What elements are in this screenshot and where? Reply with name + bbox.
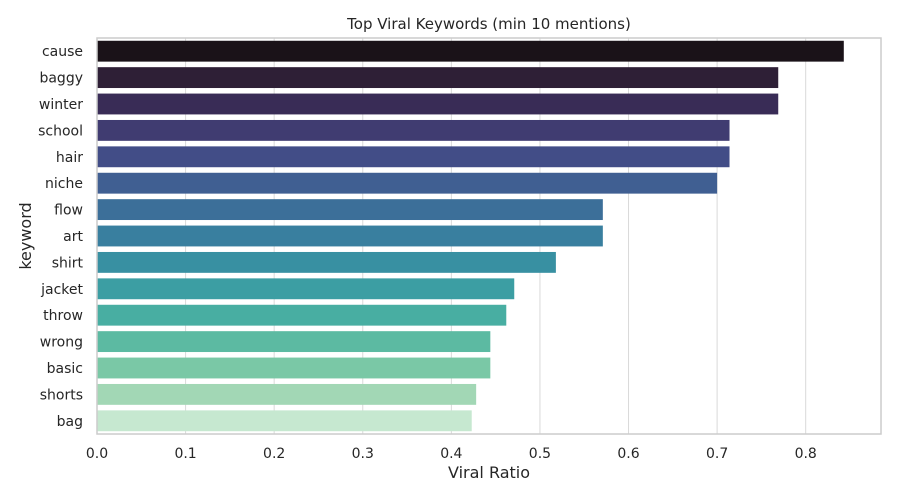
x-tick-label: 0.6 [617,446,639,462]
y-tick-label: bag [57,414,83,430]
bar-flow [97,199,603,221]
y-tick-label: throw [43,308,83,324]
x-tick-label: 0.7 [706,446,728,462]
bar-wrong [97,331,491,353]
x-tick-label: 0.8 [795,446,817,462]
bar-throw [97,304,507,326]
x-tick-label: 0.5 [529,446,551,462]
y-tick-label: cause [42,44,83,60]
x-tick-label: 0.0 [86,446,108,462]
bars [97,40,844,432]
bar-hair [97,146,730,168]
x-tick-label: 0.2 [263,446,285,462]
bar-niche [97,172,718,194]
chart-title: Top Viral Keywords (min 10 mentions) [346,15,631,33]
bar-school [97,119,730,141]
y-tick-label: hair [56,150,83,166]
y-axis-title: keyword [16,202,35,269]
bar-shorts [97,383,477,405]
y-tick-label: shirt [52,255,84,271]
y-tick-label: shorts [40,387,83,403]
plot-frame [96,37,882,435]
bar-bag [97,410,472,432]
y-tick-label: niche [45,176,83,192]
y-tick-label: basic [47,361,83,377]
x-axis-title: Viral Ratio [448,463,530,482]
y-tick-labels: cause baggy winter school hair niche flow art sh… [38,44,83,430]
bar-baggy [97,67,779,89]
bar-shirt [97,251,556,273]
x-tick-label: 0.4 [440,446,462,462]
x-tick-label: 0.3 [352,446,374,462]
bar-basic [97,357,491,379]
bar-jacket [97,278,515,300]
y-tick-label: art [63,229,83,245]
y-tick-label: winter [39,97,83,113]
y-tick-label: wrong [40,335,83,351]
y-tick-label: baggy [39,71,83,87]
y-tick-label: flow [54,203,83,219]
x-tick-label: 0.1 [174,446,196,462]
bar-cause [97,40,844,62]
bar-winter [97,93,779,115]
y-tick-label: school [38,123,83,139]
x-tick-labels: 0.0 0.1 0.2 0.3 0.4 0.5 0.6 0.7 0.8 [86,446,817,462]
bar-art [97,225,603,247]
y-tick-label: jacket [40,282,83,298]
